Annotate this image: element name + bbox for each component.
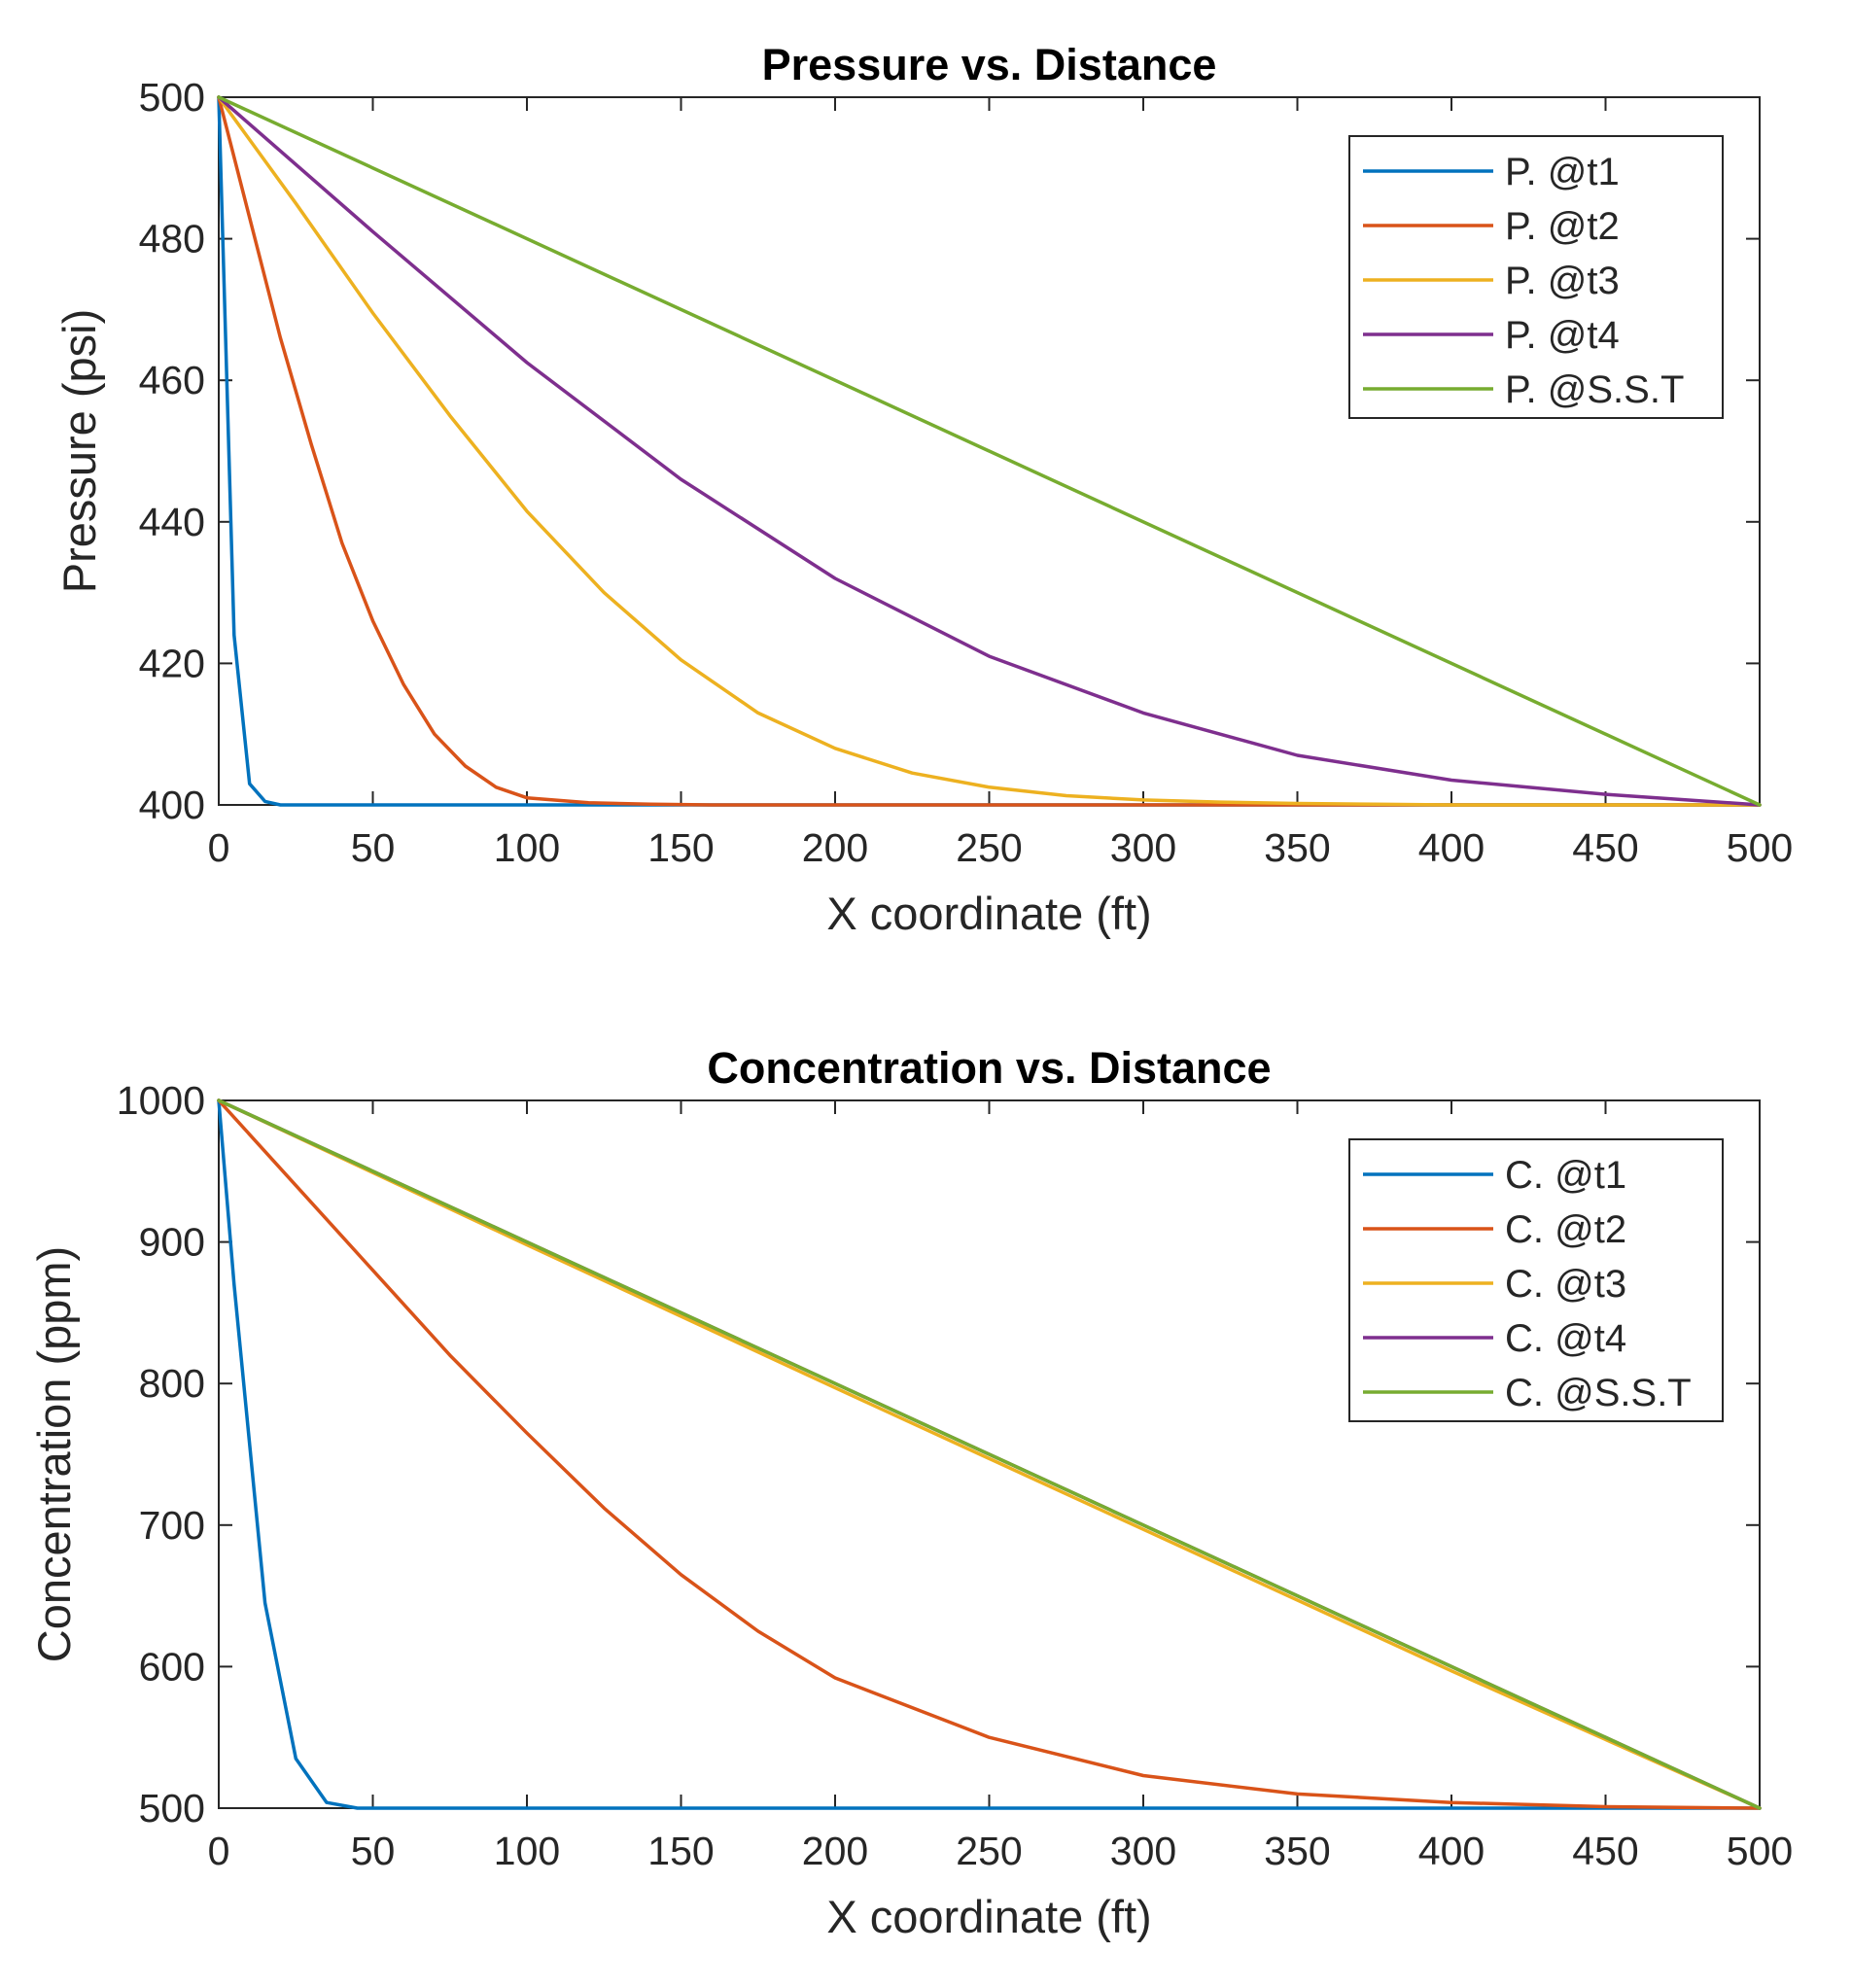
concentration-xtick-label: 100 [494, 1829, 560, 1873]
concentration-series-line-5 [217, 1099, 1762, 1810]
concentration-xtick-label: 0 [208, 1829, 230, 1873]
pressure-ytick-label: 400 [139, 783, 205, 827]
concentration-xtick-label: 400 [1418, 1829, 1485, 1873]
concentration-ytick-label: 1000 [117, 1078, 205, 1123]
pressure-x-axis-label: X coordinate (ft) [826, 888, 1151, 939]
concentration-series-line-1 [217, 1099, 1762, 1810]
pressure-ytick-label: 480 [139, 217, 205, 262]
concentration-series-line-2 [217, 1099, 1762, 1810]
concentration-legend [1348, 1138, 1724, 1422]
concentration-legend-label: C. @S.S.T [1505, 1372, 1692, 1414]
pressure-chart-title: Pressure vs. Distance [762, 40, 1217, 89]
pressure-legend-label: P. @t3 [1505, 260, 1620, 302]
pressure-legend-label: P. @t4 [1505, 314, 1620, 357]
concentration-legend-label: C. @t3 [1505, 1263, 1626, 1306]
concentration-legend-label: C. @t2 [1505, 1208, 1626, 1251]
concentration-x-axis-label: X coordinate (ft) [826, 1891, 1151, 1942]
concentration-xtick-label: 350 [1264, 1829, 1330, 1873]
pressure-plot: 0 50 100 150 200 250 300 350 400 450 500 400 420 440 4… [53, 40, 1793, 939]
pressure-xtick-label: 450 [1572, 825, 1638, 870]
pressure-series-line-4 [217, 95, 1762, 807]
pressure-xtick-label: 300 [1110, 825, 1176, 870]
pressure-xtick-label: 50 [351, 825, 396, 870]
pressure-xtick-label: 350 [1264, 825, 1330, 870]
pressure-legend-label: P. @t2 [1505, 205, 1620, 248]
concentration-xtick-label: 450 [1572, 1829, 1638, 1873]
pressure-ytick-label: 440 [139, 500, 205, 544]
pressure-series-line-3 [217, 95, 1762, 807]
pressure-xtick-label: 200 [802, 825, 868, 870]
pressure-legend-label: P. @S.S.T [1505, 368, 1684, 411]
pressure-series-line-5 [217, 95, 1762, 807]
pressure-xtick-label: 100 [494, 825, 560, 870]
concentration-xtick-label: 300 [1110, 1829, 1176, 1873]
pressure-xtick-label: 0 [208, 825, 230, 870]
pressure-xtick-label: 500 [1727, 825, 1793, 870]
concentration-ytick-label: 900 [139, 1220, 205, 1265]
pressure-xtick-label: 150 [647, 825, 714, 870]
pressure-ytick-label: 420 [139, 641, 205, 685]
concentration-legend-label: C. @t1 [1505, 1154, 1626, 1197]
concentration-legend-label: C. @t4 [1505, 1317, 1626, 1360]
concentration-xtick-label: 500 [1727, 1829, 1793, 1873]
pressure-y-axis-label: Pressure (psi) [53, 309, 105, 594]
concentration-xtick-label: 150 [647, 1829, 714, 1873]
concentration-xtick-label: 50 [351, 1829, 396, 1873]
concentration-xtick-label: 250 [956, 1829, 1022, 1873]
pressure-ytick-label: 500 [139, 75, 205, 120]
concentration-ytick-label: 600 [139, 1644, 205, 1689]
concentration-plot: 0 50 100 150 200 250 300 350 400 450 500 500 600 700 8… [28, 1043, 1793, 1942]
concentration-series-line-3 [217, 1099, 1762, 1810]
pressure-xtick-label: 400 [1418, 825, 1485, 870]
pressure-xtick-label: 250 [956, 825, 1022, 870]
concentration-ytick-label: 800 [139, 1361, 205, 1406]
concentration-y-axis-label: Concentration (ppm) [28, 1246, 80, 1662]
concentration-ytick-label: 500 [139, 1786, 205, 1831]
concentration-chart-title: Concentration vs. Distance [707, 1043, 1271, 1093]
pressure-ytick-label: 460 [139, 358, 205, 402]
pressure-series-line-2 [217, 95, 1762, 807]
concentration-ytick-label: 700 [139, 1503, 205, 1548]
pressure-legend [1348, 135, 1724, 419]
pressure-legend-label: P. @t1 [1505, 151, 1620, 193]
concentration-xtick-label: 200 [802, 1829, 868, 1873]
